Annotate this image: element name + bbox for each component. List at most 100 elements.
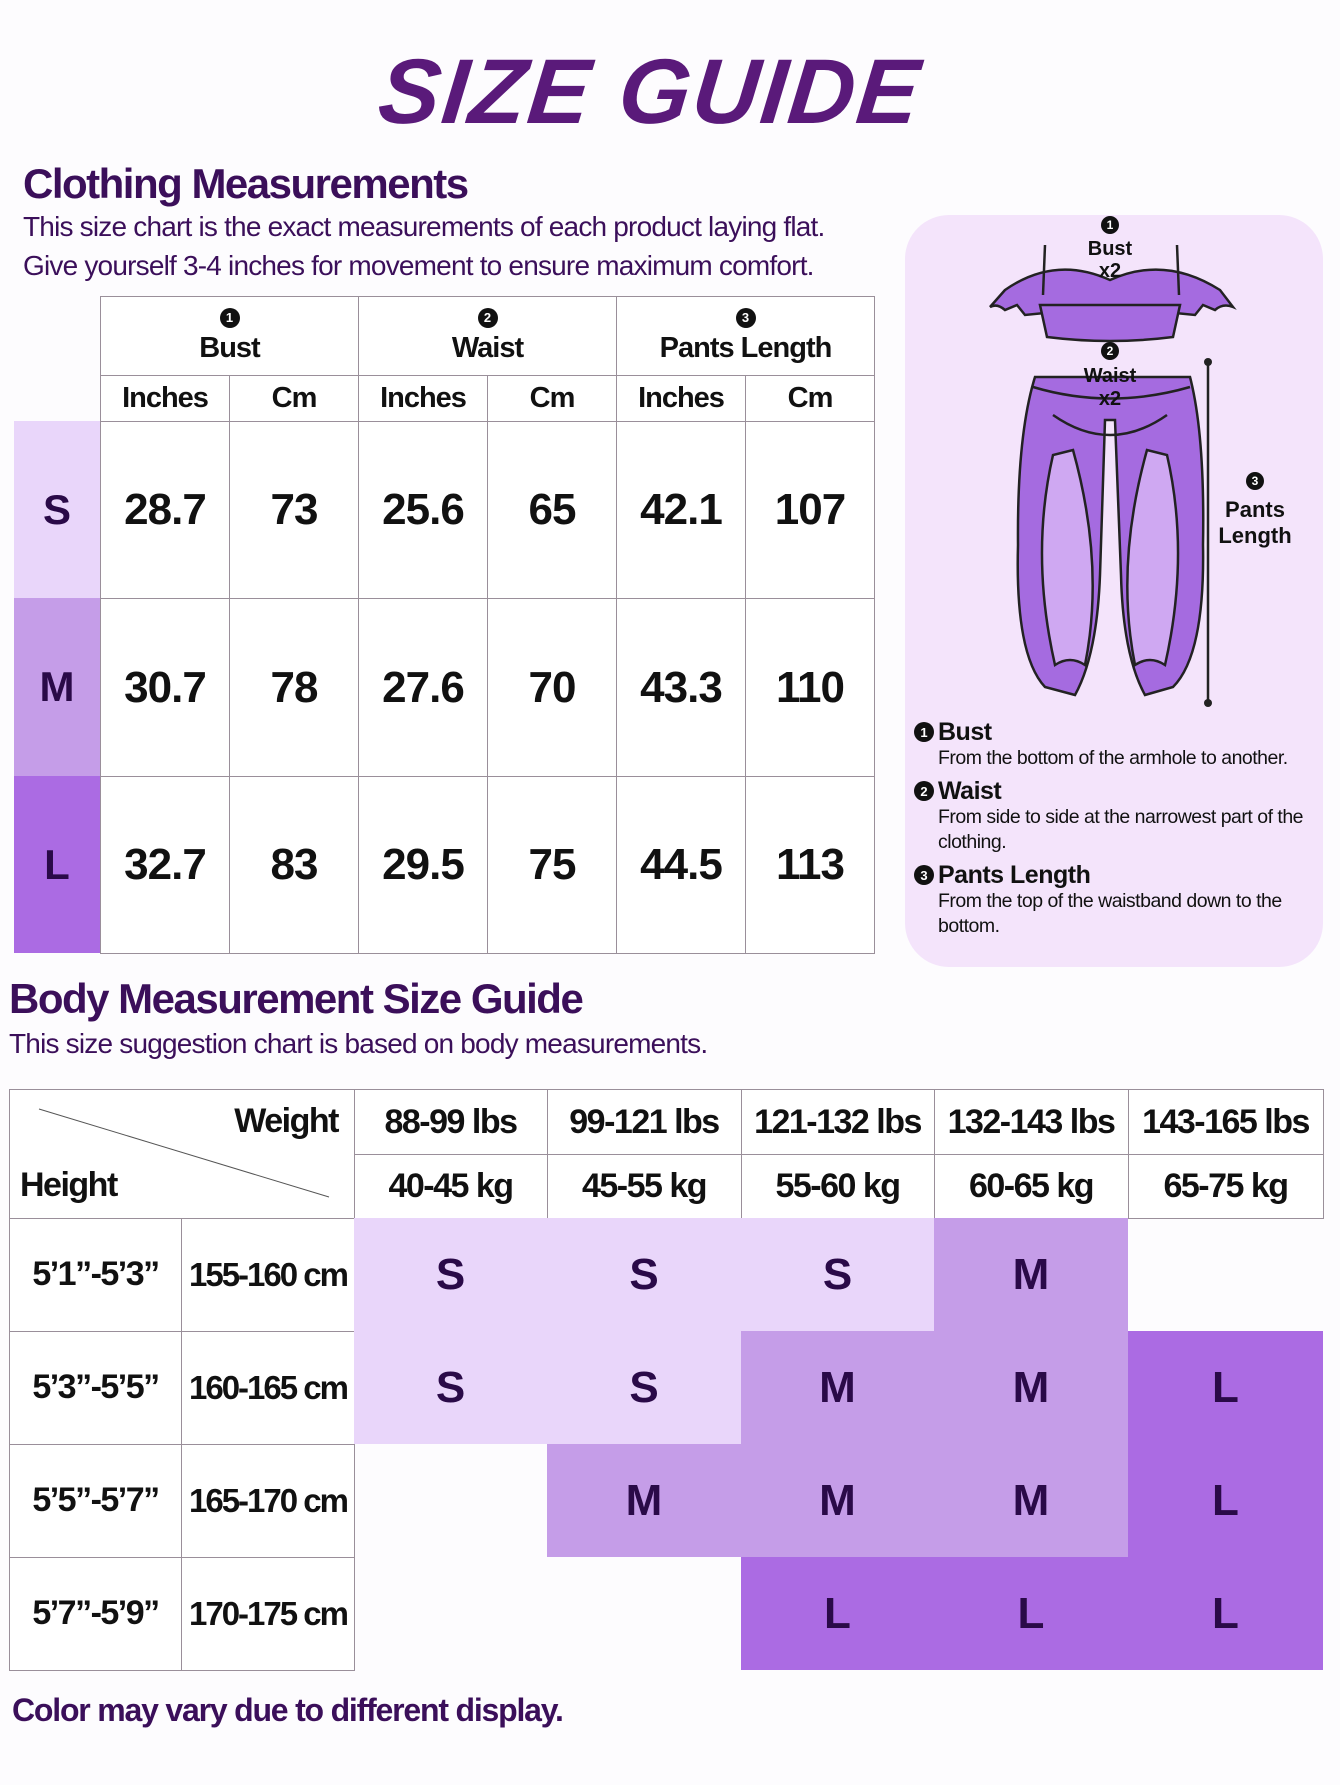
height-cm-cell: [181, 1557, 355, 1671]
weight-lbs-header: 132-143 lbs: [947, 1102, 1116, 1141]
table-cell: 42.1: [616, 421, 746, 599]
column-group-header: 2 Waist: [358, 296, 617, 376]
number-badge-icon: 1: [914, 722, 934, 742]
size-cell: S: [354, 1218, 547, 1331]
page-title: SIZE GUIDE: [373, 41, 927, 143]
table-cell: 110: [745, 598, 875, 777]
height-ft: 5’7”-5’9”: [32, 1594, 160, 1632]
body-desc: This size suggestion chart is based on b…: [9, 1028, 708, 1059]
legend-desc: From the top of the waistband down to th…: [938, 890, 1282, 937]
size-cell: L: [1128, 1557, 1323, 1670]
size-cell: S: [741, 1218, 934, 1331]
size-cell: [547, 1557, 741, 1670]
bust-label: Bust: [1087, 238, 1133, 260]
table-cell: 107: [745, 421, 875, 599]
footer-note: Color may vary due to different display.: [12, 1692, 564, 1728]
height-label: Height: [20, 1165, 118, 1204]
waist-multiplier: x2: [1098, 388, 1122, 410]
size-cell: M: [547, 1444, 741, 1557]
size-cell: [354, 1444, 547, 1557]
legend-item: 2 Waist From side to side at the narrowest…: [914, 777, 1318, 855]
weight-kg-header: 45-55 kg: [581, 1167, 708, 1205]
size-cell: L: [741, 1557, 934, 1670]
legend-desc: From the bottom of the armhole to anothe…: [938, 747, 1288, 769]
table-cell: 113: [745, 776, 875, 954]
legend-title: Waist: [938, 777, 1002, 805]
column-group-label: Waist: [451, 331, 524, 364]
table-cell: 43.3: [616, 598, 746, 777]
weight-lbs-header: 88-99 lbs: [384, 1102, 518, 1141]
pants-length-badge-icon: [1246, 472, 1264, 490]
height-cm-cell: [181, 1331, 355, 1445]
size-cell: M: [741, 1444, 934, 1557]
bust-badge-icon: [1101, 216, 1119, 234]
weight-kg-header: 60-65 kg: [968, 1167, 1095, 1205]
number-badge-icon: 1: [219, 307, 240, 328]
waist-label: Waist: [1083, 365, 1137, 387]
weight-label: Weight: [234, 1101, 339, 1140]
weight-kg-header: 55-60 kg: [775, 1167, 901, 1205]
svg-text:3: 3: [1252, 474, 1259, 488]
legend-item: 1 Bust From the bottom of the armhole to a…: [914, 718, 1318, 771]
size-cell: L: [1128, 1331, 1323, 1444]
size-cell: L: [1128, 1444, 1323, 1557]
size-cell: [354, 1557, 547, 1670]
height-ft: 5’3”-5’5”: [32, 1368, 160, 1406]
height-ft-cell: [9, 1557, 182, 1671]
weight-lbs-header: 143-165 lbs: [1142, 1102, 1310, 1141]
table-cell: 73: [229, 421, 359, 599]
number-badge-icon: 2: [477, 307, 498, 328]
clothing-desc-1: This size chart is the exact measurement…: [23, 211, 825, 242]
unit-header: Inches: [100, 375, 230, 422]
waist-badge-icon: [1101, 342, 1119, 360]
clothing-desc-2: Give yourself 3-4 inches for movement to…: [23, 250, 814, 281]
size-cell: L: [934, 1557, 1128, 1670]
weight-cell: [741, 1089, 935, 1155]
garment-illustration: 1 2 3: [989, 216, 1264, 707]
size-cell: M: [741, 1331, 934, 1444]
table-cell: 70: [487, 598, 617, 777]
corner-header-cell: [9, 1089, 355, 1219]
number-badge-icon: 3: [735, 307, 756, 328]
unit-header: Inches: [358, 375, 488, 422]
height-ft-cell: [9, 1331, 182, 1445]
measurement-diagram-panel: 1 2 3 Bust x2 Waist x2 Pants Length 1 Bus…: [905, 215, 1323, 967]
size-cell: M: [934, 1444, 1128, 1557]
table-cell: 25.6: [358, 421, 488, 599]
unit-header: Cm: [229, 375, 359, 422]
weight-kg-header: 65-75 kg: [1163, 1167, 1289, 1205]
table-cell: 28.7: [100, 421, 230, 599]
clothing-heading: Clothing Measurements: [23, 160, 469, 207]
size-cell: M: [934, 1218, 1128, 1331]
legend-title-row: 2 Waist: [914, 777, 1318, 805]
weight-kg-header: 40-45 kg: [388, 1167, 514, 1205]
size-label: M: [14, 598, 100, 776]
pants-length-label-2: Length: [1218, 523, 1292, 548]
column-group-label: Pants Length: [659, 331, 833, 364]
size-label: S: [14, 421, 100, 598]
number-badge-icon: 2: [914, 781, 934, 801]
size-cell: S: [547, 1218, 741, 1331]
table-cell: 32.7: [100, 776, 230, 954]
weight-cell: [354, 1089, 548, 1155]
diagonal-divider: [38, 1108, 330, 1198]
weight-kg-cell: [1128, 1154, 1324, 1219]
unit-header: Cm: [745, 375, 875, 422]
column-group-header: 3 Pants Length: [616, 296, 875, 376]
height-cm: 170-175 cm: [189, 1594, 349, 1632]
table-cell: 83: [229, 776, 359, 954]
legend-title-row: 1 Bust: [914, 718, 1318, 746]
bust-multiplier: x2: [1098, 260, 1122, 282]
svg-text:1: 1: [1107, 218, 1114, 232]
legend-item: 3 Pants Length From the top of the waistba…: [914, 861, 1318, 939]
size-label: L: [14, 776, 100, 953]
size-cell: S: [547, 1331, 741, 1444]
table-cell: 27.6: [358, 598, 488, 777]
weight-cell: [1128, 1089, 1324, 1155]
svg-text:2: 2: [1107, 344, 1114, 358]
legend-title: Pants Length: [938, 861, 1091, 889]
weight-lbs-header: 99-121 lbs: [569, 1102, 720, 1141]
body-heading: Body Measurement Size Guide: [9, 975, 584, 1022]
unit-header: Cm: [487, 375, 617, 422]
legend: 1 Bust From the bottom of the armhole to a…: [914, 718, 1318, 939]
